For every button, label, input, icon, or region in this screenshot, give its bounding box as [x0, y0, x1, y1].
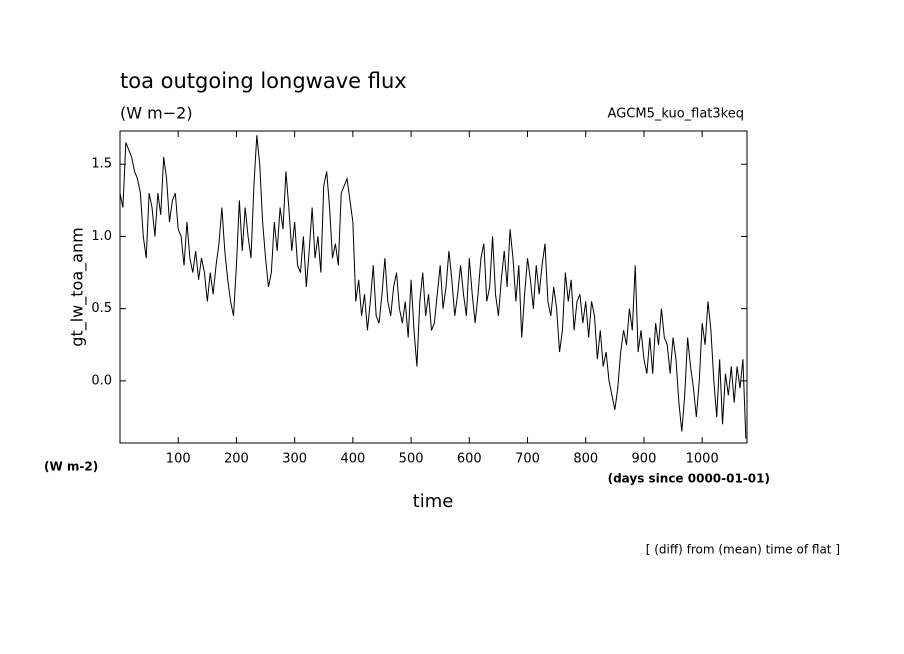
x-tick-label: 200 [224, 452, 249, 467]
x-tick-label: 400 [340, 452, 365, 467]
x-tick-label: 700 [515, 452, 540, 467]
y-unit: (W m-2) [44, 460, 98, 474]
x-tick-label: 100 [166, 452, 191, 467]
x-tick-label: 1000 [686, 452, 719, 467]
plot-frame [119, 130, 748, 444]
x-tick-label: 500 [399, 452, 424, 467]
x-tick-label: 600 [457, 452, 482, 467]
y-tick-label: 0.0 [91, 373, 112, 388]
x-tick-label: 900 [632, 452, 657, 467]
x-axis-label: time [413, 491, 454, 512]
data-line [119, 135, 747, 439]
x-tick-label: 300 [282, 452, 307, 467]
y-axis-label: gt_lw_toa_anm [68, 227, 88, 346]
x-tick-label: 800 [573, 452, 598, 467]
run-label: AGCM5_kuo_flat3keq [608, 107, 744, 122]
y-tick-label: 1.5 [91, 157, 112, 172]
y-tick-label: 1.0 [91, 229, 112, 244]
y-tick-label: 0.5 [91, 301, 112, 316]
chart-title: toa outgoing longwave flux [120, 69, 407, 93]
chart-subtitle: (W m−2) [120, 104, 193, 123]
x-unit: (days since 0000-01-01) [608, 472, 770, 486]
note: [ (diff) from (mean) time of flat ] [646, 543, 840, 557]
